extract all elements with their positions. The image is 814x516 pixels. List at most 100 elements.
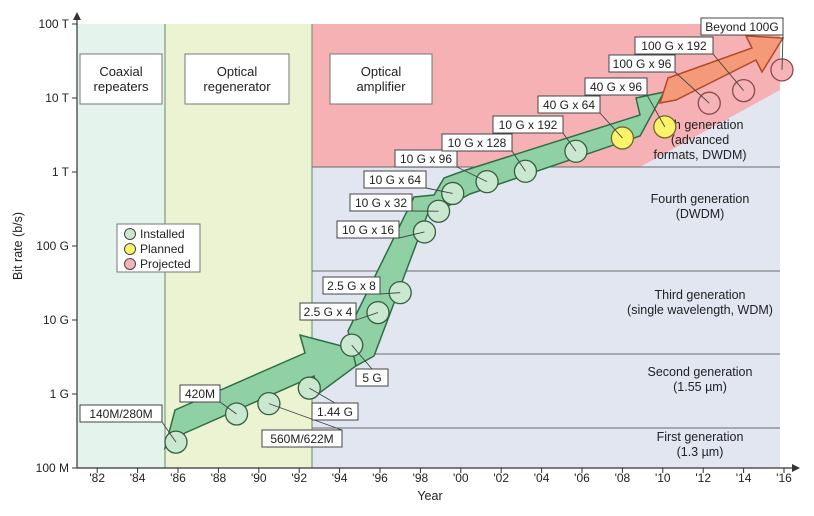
data-label-leader	[646, 94, 666, 128]
axes: '82 '84 '86 '88 '90 '92 '94 '96 '98 '00 '02 '04 '06 '…	[11, 12, 800, 503]
legend-label: Installed	[140, 227, 185, 241]
data-label-text: 100 G x 192	[641, 39, 707, 53]
y-tick-label: 10 G	[43, 313, 69, 327]
data-label-12: 10 G x 192	[492, 115, 577, 152]
data-label-leader	[355, 312, 379, 321]
data-label-box	[394, 149, 458, 168]
data-label-3: 1.44 G	[309, 387, 359, 421]
data-label-text: Beyond 100G	[705, 20, 778, 34]
data-label-leader	[674, 71, 710, 104]
x-tick-label: '04	[534, 471, 550, 485]
data-label-4: 5 G	[351, 344, 389, 387]
x-tick-label: '84	[130, 471, 146, 485]
generation-label: Second generation(1.55 µm)	[648, 365, 753, 394]
installed-capacity-region	[312, 90, 780, 468]
x-tick-label: '00	[453, 471, 469, 485]
era-title-frame	[329, 53, 433, 105]
data-label-box	[492, 115, 564, 134]
era-title-line: Coaxial	[99, 64, 142, 79]
data-label-leader	[425, 187, 453, 194]
generation-label-line: (DWDM)	[676, 207, 725, 221]
data-label-5: 2.5 G x 4	[299, 302, 379, 321]
data-label-box	[700, 17, 784, 36]
x-axis-arrowhead	[792, 464, 800, 472]
generation-label-line: formats, DWDM)	[653, 148, 746, 162]
data-label-7: 10 G x 16	[336, 220, 425, 239]
x-tick-label: '88	[211, 471, 227, 485]
y-tick-label: 100 T	[39, 17, 70, 31]
legend-label: Projected	[140, 257, 191, 271]
data-label-text: 10 G x 192	[499, 118, 558, 132]
x-tick-label: '12	[695, 471, 711, 485]
y-tick-label: 1 G	[50, 387, 69, 401]
data-label-text: 10 G x 32	[355, 196, 407, 210]
data-label-text: 10 G x 64	[369, 173, 421, 187]
data-label-box	[537, 95, 601, 114]
x-tick-label: '10	[655, 471, 671, 485]
y-tick-label: 100 M	[36, 461, 69, 475]
data-label-15: 100 G x 96	[608, 54, 710, 104]
generation-label-line: (1.55 µm)	[673, 380, 727, 394]
era-title-frame	[184, 53, 290, 105]
generation-label: Fourth generation(DWDM)	[651, 192, 750, 221]
data-label-leader	[351, 344, 373, 370]
data-label-text: 420M	[185, 387, 215, 401]
data-label-1: 420M	[179, 384, 237, 415]
data-label-text: 10 G x 96	[400, 152, 452, 166]
legend-label: Planned	[140, 242, 184, 256]
data-label-box	[261, 429, 343, 448]
data-label-box	[299, 302, 357, 321]
data-label-10: 10 G x 96	[394, 149, 488, 183]
data-label-box	[634, 36, 714, 55]
generation-label-line: (1.3 µm)	[677, 445, 724, 459]
generation-label: First generation(1.3 µm)	[657, 430, 744, 459]
x-tick-label: '92	[291, 471, 307, 485]
data-label-text: 10 G x 128	[448, 136, 507, 150]
data-label-leader	[712, 53, 744, 91]
data-label-text: 10 G x 16	[342, 223, 394, 237]
data-label-text: 2.5 G x 4	[304, 305, 353, 319]
data-label-16: 100 G x 192	[634, 36, 744, 91]
y-axis-title: Bit rate (b/s)	[11, 212, 25, 280]
x-tick-label: '02	[493, 471, 509, 485]
data-label-9: 10 G x 64	[363, 170, 453, 194]
data-label-leader	[309, 387, 336, 404]
data-label-text: 140M/280M	[89, 407, 152, 421]
data-label-leader	[562, 132, 577, 152]
legend-swatch	[124, 243, 136, 255]
era-title-line: amplifier	[356, 79, 406, 94]
data-label-text: 1.44 G	[317, 405, 353, 419]
data-label-11: 10 G x 128	[441, 133, 526, 172]
legend-swatch	[124, 258, 136, 270]
data-label-leader	[268, 403, 343, 431]
data-label-box	[349, 193, 413, 212]
data-label-text: 2.5 G x 8	[327, 279, 376, 293]
data-label-leader	[511, 150, 526, 172]
x-tick-label: '82	[89, 471, 105, 485]
data-label-text: 100 G x 96	[613, 57, 672, 71]
x-tick-label: '16	[776, 471, 792, 485]
generation-label-line: Fourth generation	[651, 192, 750, 206]
era-title-line: regenerator	[203, 79, 271, 94]
x-tick-label: '98	[413, 471, 429, 485]
x-tick-label: '86	[170, 471, 186, 485]
generation-label-line: (advanced	[671, 133, 729, 147]
x-tick-label: '96	[372, 471, 388, 485]
era-title-line: Optical	[217, 64, 258, 79]
data-label-17: Beyond 100G	[700, 17, 784, 70]
y-axis-arrowhead	[73, 12, 81, 20]
data-label-leader	[398, 231, 425, 239]
data-label-leader	[599, 112, 623, 139]
x-tick-label: '94	[332, 471, 348, 485]
data-labels: 140M/280M 420M 560M/622M 1.44 G 5 G 2.5 G x 4…	[79, 17, 784, 448]
data-label-6: 2.5 G x 8	[322, 276, 401, 295]
y-tick-label: 10 T	[45, 91, 69, 105]
data-label-leader	[219, 401, 237, 415]
data-label-leader	[456, 166, 488, 183]
era-title-line: repeaters	[94, 79, 149, 94]
x-axis-title: Year	[417, 489, 442, 503]
